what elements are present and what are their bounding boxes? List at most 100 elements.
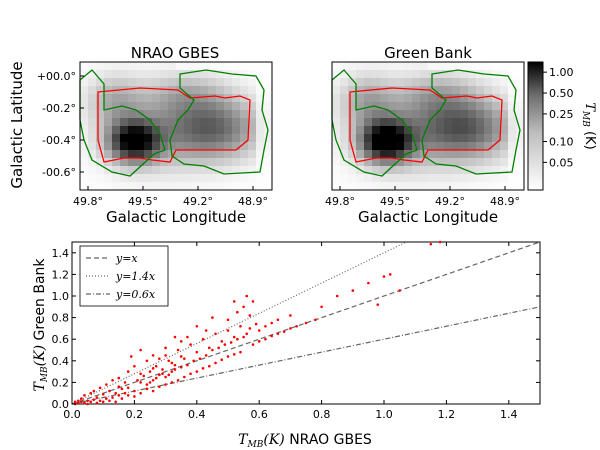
map1-cell — [168, 110, 176, 118]
map1-cell — [184, 150, 192, 158]
map-ytick-label: -00.2° — [42, 102, 76, 115]
panel2-green-contour-left — [331, 69, 418, 177]
map1-cell — [208, 94, 216, 102]
scatter-point — [251, 343, 255, 346]
map2-cell — [348, 102, 356, 110]
map2-cell — [420, 126, 428, 134]
map2-cell — [404, 166, 412, 174]
scatter-point — [167, 359, 171, 363]
panel1-green-contour-right — [169, 69, 269, 175]
map1-cell — [224, 166, 232, 174]
map1-cell — [192, 126, 200, 134]
map2-cell — [372, 78, 380, 86]
scatter-point — [429, 242, 433, 246]
map1-cell — [184, 158, 192, 166]
map2-cell — [332, 158, 340, 166]
scatter-point — [388, 273, 392, 276]
map2-cell — [420, 182, 428, 190]
scatter-ytick-label: 0.0 — [52, 398, 70, 411]
scatter-point — [276, 318, 280, 322]
map2-cell — [388, 118, 396, 126]
map2-cell — [428, 102, 436, 110]
map1-cell — [128, 62, 136, 70]
map1-cell — [240, 126, 248, 134]
map1-cell — [128, 78, 136, 86]
map1-cell — [232, 166, 240, 174]
map1-cell — [232, 158, 240, 166]
map1-cell — [112, 78, 120, 86]
map1-cell — [248, 118, 256, 126]
scatter-point — [176, 378, 180, 382]
map2-cell — [460, 126, 468, 134]
map2-cell — [460, 142, 468, 150]
map1-cell — [216, 118, 224, 126]
scatter-point — [164, 346, 167, 350]
map1-cell — [208, 102, 216, 110]
map2-cell — [412, 70, 420, 78]
map-xtick-label: 49.5° — [380, 195, 410, 208]
map2-cell — [516, 110, 524, 118]
map1-cell — [168, 134, 176, 142]
map1-cell — [160, 70, 168, 78]
map2-cell — [476, 86, 484, 94]
map2-cell — [460, 118, 468, 126]
map1-cell — [208, 166, 216, 174]
map1-cell — [200, 174, 208, 182]
scatter-point — [170, 370, 174, 373]
scatter-xtick-label: 0.8 — [313, 408, 331, 421]
map1-cell — [240, 78, 248, 86]
map2-cell — [500, 150, 508, 158]
map2-cell — [372, 110, 380, 118]
map1-cell — [224, 110, 232, 118]
map1-cell — [144, 70, 152, 78]
scatter-ytick-label: 0.8 — [52, 312, 70, 325]
map2-cell — [396, 94, 404, 102]
map2-cell — [364, 126, 372, 134]
map2-cell — [364, 94, 372, 102]
scatter-xtick-label: 1.2 — [438, 408, 456, 421]
scatter-point — [120, 387, 124, 391]
map1-cell — [120, 150, 128, 158]
map1-cell — [176, 126, 184, 134]
map1-cell — [264, 70, 272, 78]
scatter-point — [179, 355, 183, 358]
map1-cell — [256, 150, 264, 158]
map1-cell — [248, 150, 256, 158]
map1-cell — [128, 174, 136, 182]
scatter-point — [211, 316, 214, 319]
map1-cell — [240, 158, 248, 166]
map1-cell — [192, 110, 200, 118]
map2-cell — [348, 174, 356, 182]
scatter-point — [158, 373, 161, 377]
map-xtick-label: 49.8° — [325, 195, 355, 208]
map2-cell — [500, 174, 508, 182]
map2-cell — [388, 166, 396, 174]
panel1-title: NRAO GBES — [131, 44, 220, 62]
map1-cell — [128, 110, 136, 118]
map1-cell — [240, 62, 248, 70]
scatter-point — [101, 392, 105, 396]
map1-cell — [264, 166, 272, 174]
map1-cell — [152, 102, 160, 110]
map1-cell — [248, 78, 256, 86]
map2-cell — [492, 134, 500, 142]
map2-cell — [468, 166, 476, 174]
scatter-point — [289, 327, 292, 330]
scatter-point — [142, 374, 146, 378]
map1-cell — [168, 94, 176, 102]
map2-cell — [492, 174, 500, 182]
scatter-point — [89, 400, 93, 404]
map1-cell — [256, 158, 264, 166]
scatter-point — [164, 375, 167, 379]
map1-cell — [232, 118, 240, 126]
colorbar-label: TMB (K) — [580, 102, 597, 149]
map1-cell — [88, 118, 96, 126]
map2-cell — [348, 150, 356, 158]
map1-cell — [240, 142, 248, 150]
map1-cell — [168, 70, 176, 78]
scatter-point — [248, 327, 252, 330]
scatter-point — [139, 372, 142, 376]
map1-cell — [168, 126, 176, 134]
map1-cell — [232, 62, 240, 70]
scatter-point — [145, 383, 149, 386]
